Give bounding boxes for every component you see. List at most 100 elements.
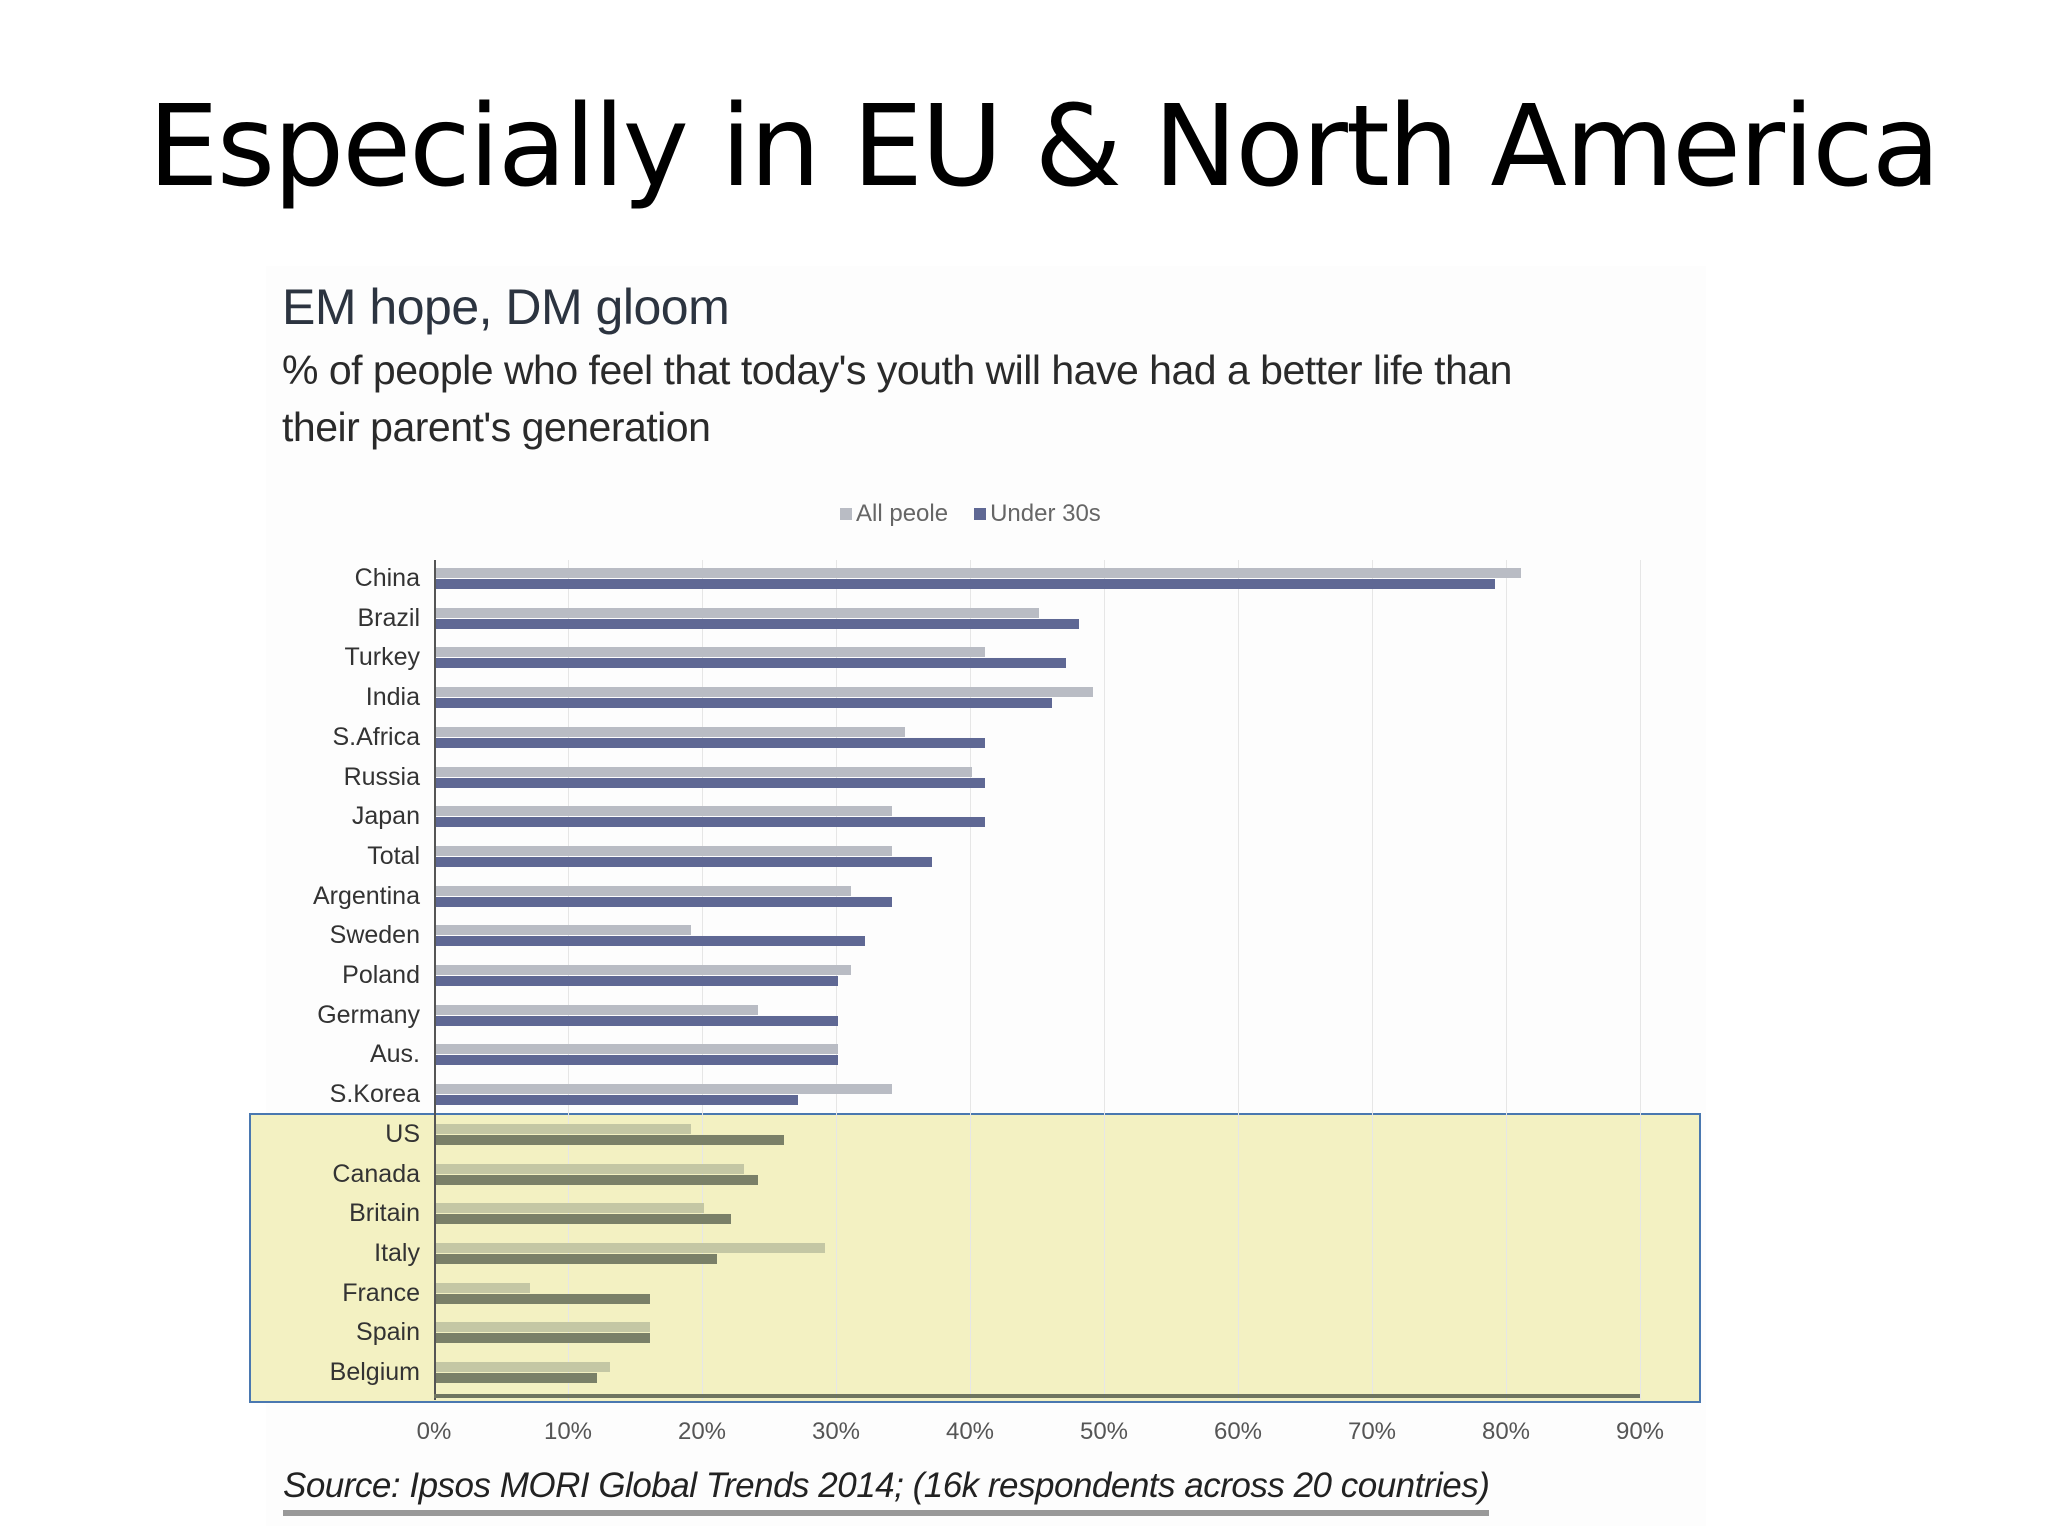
x-tick-label: 0% xyxy=(416,1418,452,1445)
bar-row: Japan xyxy=(352,798,1640,838)
category-label: US xyxy=(385,1119,420,1148)
bar-under-30s xyxy=(436,698,1053,709)
bar-under-30s xyxy=(436,658,1066,669)
bar-under-30s xyxy=(436,777,986,788)
bar-all-people xyxy=(436,1282,530,1293)
chart-subtitle-line-2: their parent's generation xyxy=(282,404,711,450)
category-label: S.Korea xyxy=(329,1080,420,1109)
bar-all-people xyxy=(436,687,1093,698)
bar-row: Argentina xyxy=(313,878,1640,918)
bar-row: Russia xyxy=(344,759,1640,799)
gridline xyxy=(1372,560,1373,1400)
category-label: Poland xyxy=(342,961,420,989)
gridline xyxy=(1104,560,1105,1400)
category-label: Japan xyxy=(351,802,420,831)
bar-under-30s xyxy=(436,1015,838,1026)
plot-area: China Brazil Turkey India S.Africa Russia Japa… xyxy=(313,560,1641,1400)
bar-all-people xyxy=(436,1322,651,1333)
gridline xyxy=(1238,560,1239,1400)
bar-under-30s xyxy=(436,1253,718,1264)
category-label: Sweden xyxy=(329,921,420,950)
bar-under-30s xyxy=(436,579,1495,589)
bar-row: Britain xyxy=(349,1195,1640,1235)
category-label: Belgium xyxy=(329,1358,420,1386)
bar-all-people xyxy=(436,965,852,975)
x-tick-label: 90% xyxy=(1615,1418,1665,1445)
bar-under-30s xyxy=(436,1055,838,1066)
x-tick-label: 40% xyxy=(945,1418,995,1445)
bar-all-people xyxy=(436,766,972,777)
x-tick-label: 50% xyxy=(1079,1418,1129,1445)
bar-row: China xyxy=(355,560,1640,600)
legend-label: Under 30s xyxy=(990,500,1101,527)
category-label: Total xyxy=(367,841,420,870)
bar-all-people xyxy=(436,647,986,658)
category-label: China xyxy=(354,564,420,592)
bar-row: S.Korea xyxy=(330,1076,1640,1116)
bar-under-30s xyxy=(436,976,838,986)
bar-row: France xyxy=(342,1275,1640,1315)
bar-row: Total xyxy=(367,838,1640,878)
x-tick-label: 80% xyxy=(1481,1418,1531,1445)
gridline xyxy=(970,560,971,1400)
bar-row: Belgium xyxy=(330,1354,1640,1394)
chart-subtitle: % of people who feel that today's youth … xyxy=(282,342,1682,456)
category-label: Germany xyxy=(317,1000,420,1029)
chart-source: Source: Ipsos MORI Global Trends 2014; (… xyxy=(283,1466,1490,1516)
bar-row: Spain xyxy=(356,1314,1640,1354)
bar-all-people xyxy=(436,1044,838,1055)
bar-row: India xyxy=(366,679,1640,719)
category-label: India xyxy=(365,683,420,712)
category-label: Britain xyxy=(349,1199,420,1228)
bar-all-people xyxy=(436,1123,691,1134)
bar-all-people xyxy=(436,726,905,737)
category-label: Argentina xyxy=(312,881,420,910)
bar-all-people xyxy=(436,607,1039,618)
bar-all-people xyxy=(436,1203,704,1214)
legend-item-under-30s: Under 30s xyxy=(974,500,1101,528)
bar-all-people xyxy=(436,568,1522,578)
category-label: Russia xyxy=(343,762,420,791)
category-label: Brazil xyxy=(357,603,420,632)
gridline xyxy=(1640,560,1641,1400)
category-label: Aus. xyxy=(369,1040,420,1069)
chart-legend: All peole Under 30s xyxy=(840,500,1101,528)
legend-label: All peole xyxy=(856,500,949,527)
bar-row: Poland xyxy=(342,957,1640,997)
bar-all-people xyxy=(436,1084,892,1095)
bar-under-30s xyxy=(436,1174,758,1185)
bar-under-30s xyxy=(436,856,932,867)
bar-row: Canada xyxy=(332,1156,1640,1196)
bar-under-30s xyxy=(436,737,986,748)
category-label: Italy xyxy=(374,1238,420,1267)
bar-all-people xyxy=(436,806,892,817)
bar-under-30s xyxy=(436,1293,651,1304)
x-tick-label: 20% xyxy=(677,1418,727,1445)
legend-swatch-icon xyxy=(840,508,852,520)
x-tick-label: 70% xyxy=(1347,1418,1397,1445)
chart-subtitle-line-1: % of people who feel that today's youth … xyxy=(282,347,1512,393)
x-tick-label: 30% xyxy=(811,1418,861,1445)
bar-under-30s xyxy=(436,817,986,828)
bar-under-30s xyxy=(436,1134,785,1145)
bar-all-people xyxy=(436,1163,745,1174)
legend-swatch-icon xyxy=(974,508,987,520)
category-label: Spain xyxy=(356,1318,420,1347)
bar-under-30s xyxy=(436,896,892,907)
bar-all-people xyxy=(436,885,852,896)
bar-row: S.Africa xyxy=(332,719,1640,759)
bar-under-30s xyxy=(436,1333,651,1344)
legend-item-all-people: All peole xyxy=(840,500,948,528)
gridline xyxy=(1506,560,1507,1400)
bar-under-30s xyxy=(436,618,1080,629)
bar-row: Sweden xyxy=(330,917,1640,957)
bar-row: Turkey xyxy=(345,639,1640,679)
bar-row: Aus. xyxy=(370,1036,1640,1076)
x-tick-label: 10% xyxy=(543,1418,593,1445)
bar-all-people xyxy=(436,1362,611,1372)
bar-row: Italy xyxy=(374,1235,1640,1275)
y-axis-line xyxy=(434,560,436,1400)
category-label: Canada xyxy=(332,1159,420,1188)
bar-row: US xyxy=(385,1116,1640,1156)
category-label: France xyxy=(342,1278,420,1307)
